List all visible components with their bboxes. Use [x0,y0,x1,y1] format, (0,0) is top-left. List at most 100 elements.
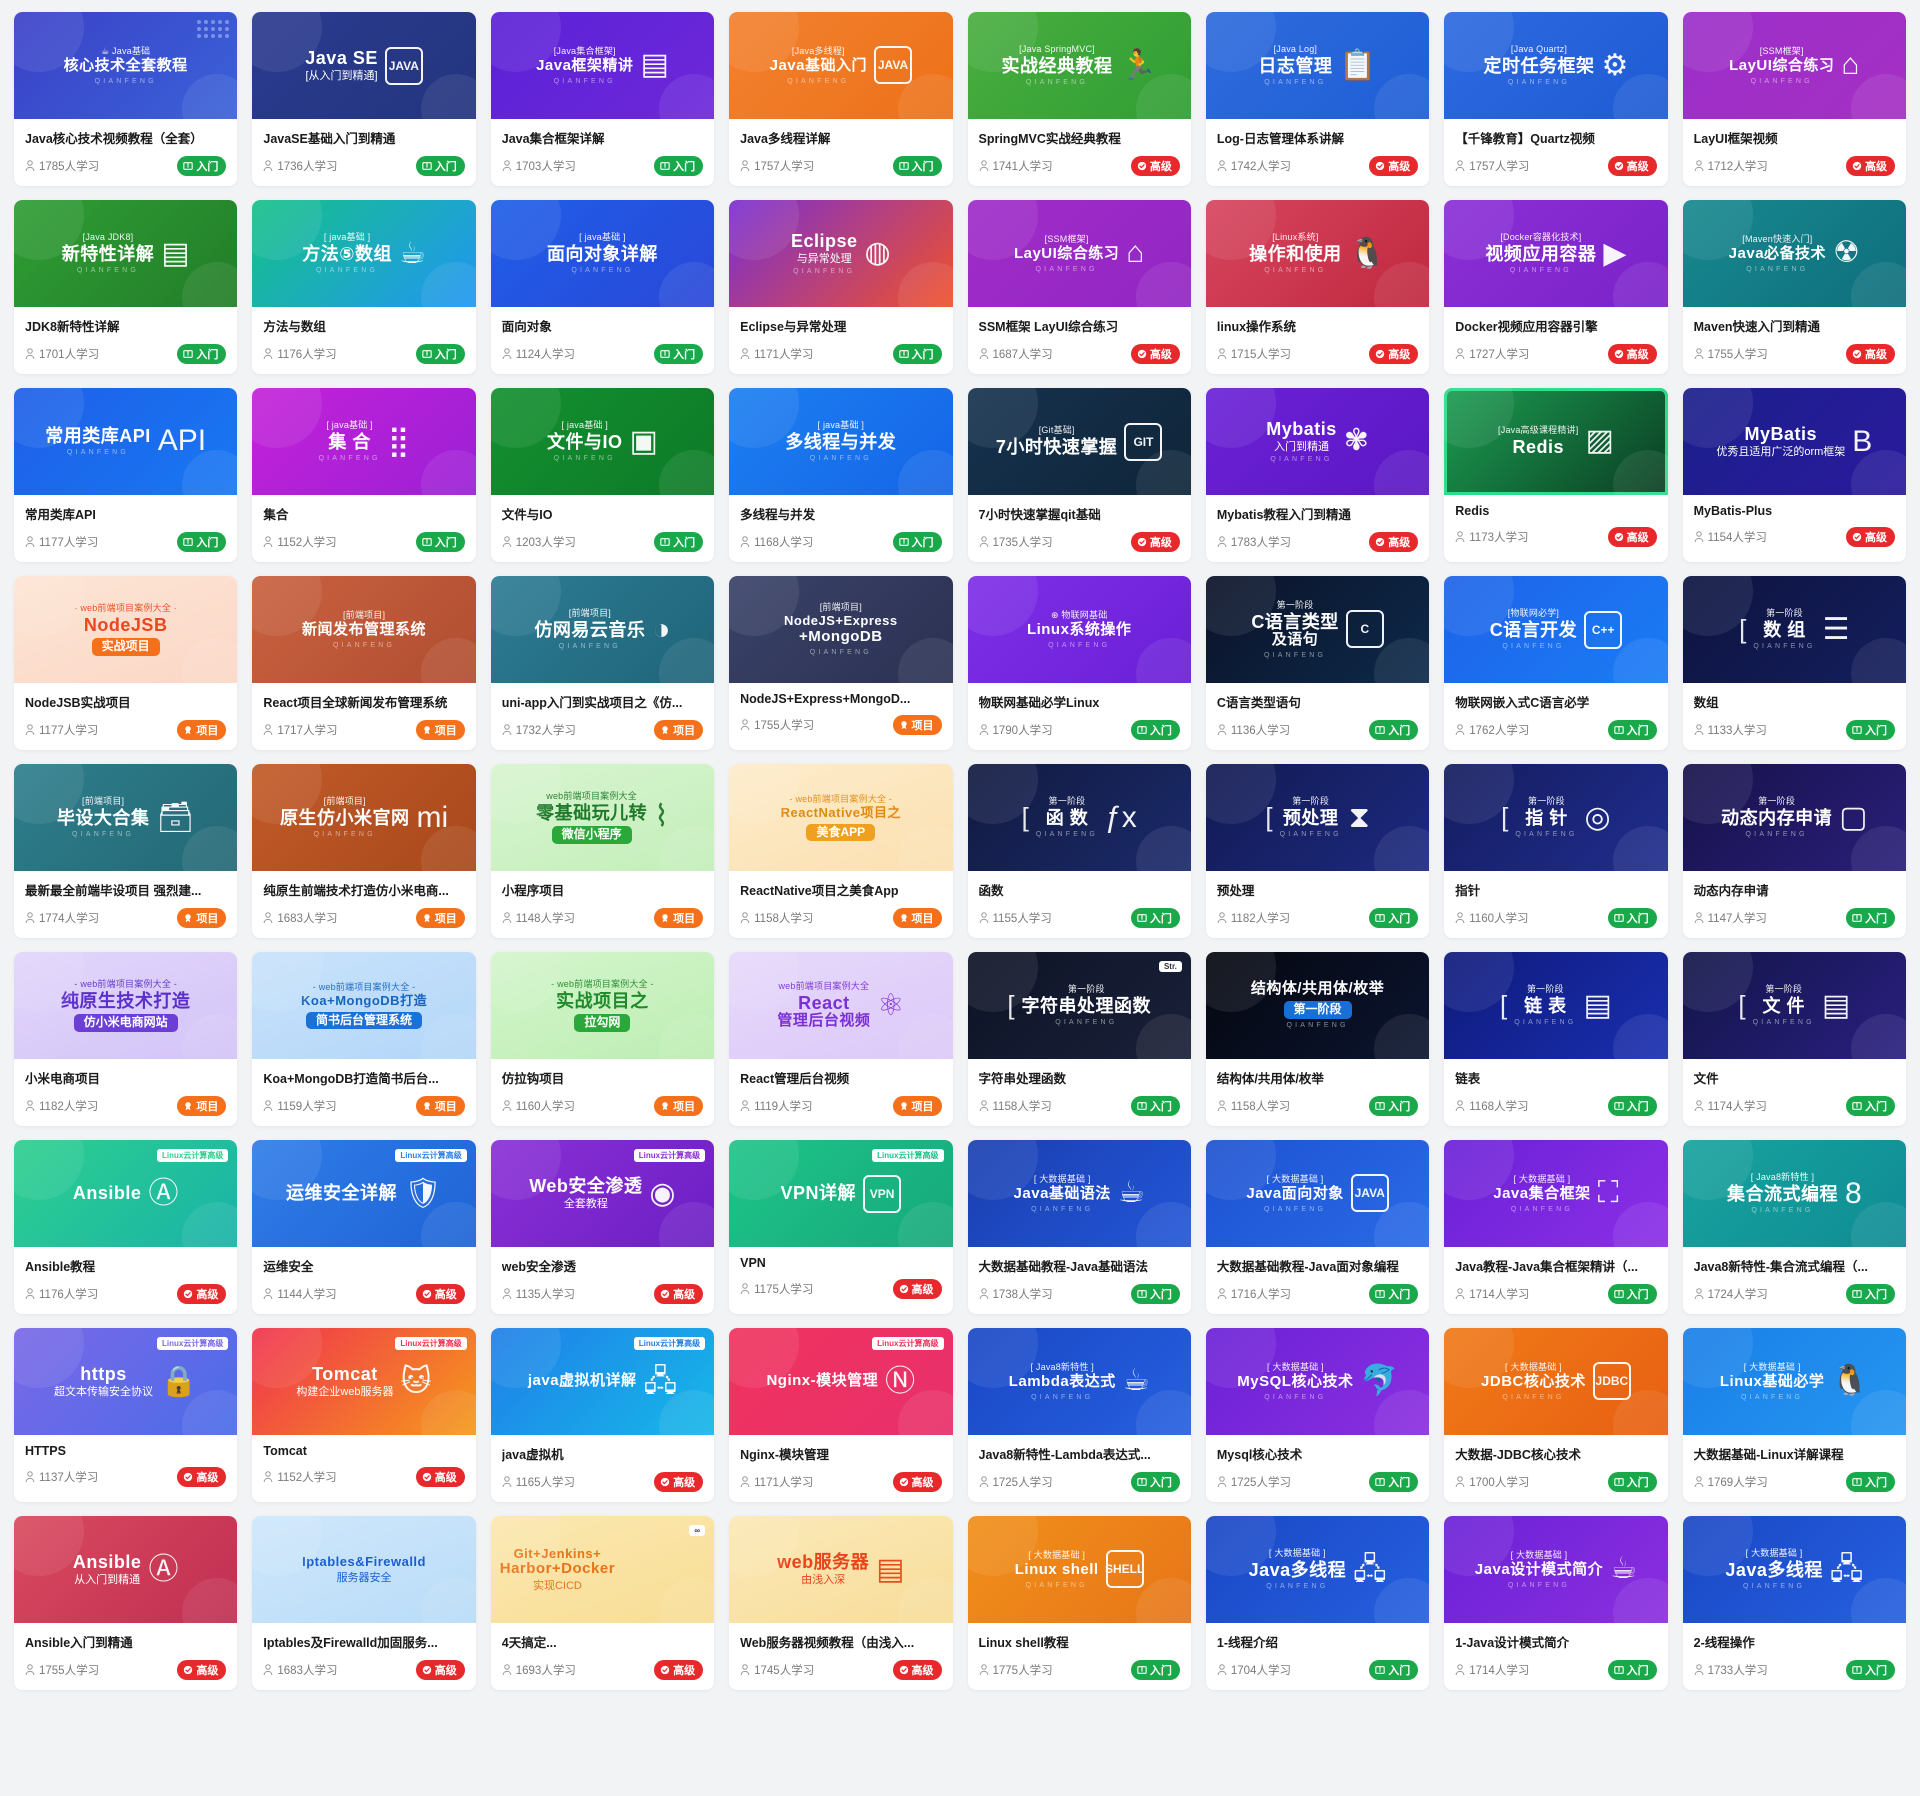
level-badge[interactable]: 入门 [177,156,227,176]
course-title[interactable]: Java8新特性-集合流式编程（... [1693,1260,1868,1274]
course-card[interactable]: [ 大数据基础 ] Java设计模式简介 QIANFENG ☕ 1-Java设计模式简介… [1444,1516,1668,1690]
course-cover[interactable]: [SSM框架] LayUI综合练习 QIANFENG ⌂ [967,200,1191,307]
course-card[interactable]: Linux云计算高级 Tomcat 构建企业web服务器 🐱 Tomcat 1152人学习… [252,1328,476,1502]
level-badge[interactable]: 入门 [415,344,465,364]
course-card[interactable]: Linux云计算高级 Nginx-模块管理 Ⓝ Nginx-模块管理 1171人学习 高级 [729,1328,953,1502]
course-title[interactable]: SSM框架 LayUI综合练习 [978,320,1119,334]
course-cover[interactable]: [第一阶段文 件 QIANFENG ▤ [1682,952,1906,1059]
course-title[interactable]: MyBatis-Plus [1693,504,1773,518]
course-cover[interactable]: [ java基础 ] 集 合 QIANFENG ⣿ [252,388,476,495]
course-card[interactable]: [第一阶段链 表 QIANFENG ▤ 链表 1168人学习 入门 [1444,952,1668,1126]
course-title[interactable]: VPN [740,1256,766,1270]
level-badge[interactable]: 项目 [415,720,465,740]
level-badge[interactable]: 入门 [177,344,227,364]
course-cover[interactable]: web前端项目案例大全 React 管理后台视频 ⚛ [729,952,953,1059]
course-card[interactable]: Str. [第一阶段 字符串处理函数 QIANFENG 字符串处理函数 1158人学习 入门 [967,952,1191,1126]
level-badge[interactable]: 入门 [1607,1096,1657,1116]
course-cover[interactable]: Ansible 从入门到精通 Ⓐ [14,1516,238,1623]
course-title[interactable]: 数组 [1693,696,1719,710]
level-badge[interactable]: 项目 [892,715,942,735]
course-cover[interactable]: ☕ Java基础 核心技术全套教程 QIANFENG [14,12,238,119]
course-title[interactable]: Ansible入门到精通 [25,1636,133,1650]
course-card[interactable]: [Docker容器化技术] 视频应用容器 QIANFENG ▶ Docker视频应用容器… [1444,200,1668,374]
course-cover[interactable]: [Java JDK8] 新特性详解 QIANFENG ▤ [14,200,238,307]
course-cover[interactable]: [ 大数据基础 ] Java基础语法 QIANFENG ☕ [967,1140,1191,1247]
course-title[interactable]: LayUI框架视频 [1693,132,1778,146]
course-cover[interactable]: 常用类库API QIANFENG API [14,388,238,495]
course-card[interactable]: Ansible 从入门到精通 Ⓐ Ansible入门到精通 1755人学习 高级 [14,1516,238,1690]
course-card[interactable]: [Maven快速入门] Java必备技术 QIANFENG ☢ Maven快速入门到精通… [1682,200,1906,374]
course-cover[interactable]: [前端项目] NodeJS+Express +MongoDB QIANFENG [729,576,953,683]
course-title[interactable]: Mybatis教程入门到精通 [1216,508,1351,522]
level-badge[interactable]: 项目 [892,1096,942,1116]
level-badge[interactable]: 入门 [1846,1284,1895,1304]
level-badge[interactable]: 入门 [1607,1660,1657,1680]
course-cover[interactable]: - web前端项目案例大全 - 实战项目之 拉勾网 [490,952,715,1059]
course-title[interactable]: 动态内存申请 [1693,884,1769,898]
course-cover[interactable]: Java SE [从入门到精通] JAVA [252,12,476,119]
course-cover[interactable]: Eclipse 与异常处理 QIANFENG ◍ [729,200,953,307]
course-card[interactable]: [ java基础 ] 集 合 QIANFENG ⣿ 集合 1152人学习 入门 [252,388,476,562]
course-title[interactable]: 物联网嵌入式C语言必学 [1455,696,1590,710]
course-cover[interactable]: [Linux系统] 操作和使用 QIANFENG 🐧 [1205,200,1430,307]
level-badge[interactable]: 高级 [415,1660,465,1680]
course-card[interactable]: Mybatis 入门到精通 QIANFENG ✾ Mybatis教程入门到精通 1783人… [1205,388,1430,562]
course-cover[interactable]: [第一阶段 预处理 QIANFENG ⧗ [1205,764,1430,871]
course-card[interactable]: 结构体/共用体/枚举 第一阶段 QIANFENG 结构体/共用体/枚举 1158人学习入… [1205,952,1430,1126]
level-badge[interactable]: 高级 [1846,527,1895,547]
course-card[interactable]: ⊕ 物联网基础 Linux系统操作 QIANFENG 物联网基础必学Linux 1790… [967,576,1191,750]
course-cover[interactable]: - web前端项目案例大全 - ReactNative项目之 美食APP [729,764,953,871]
course-cover[interactable]: ∞ Git+Jenkins+ Harbor+Docker 实现CICD [490,1516,715,1623]
level-badge[interactable]: 高级 [892,1279,942,1299]
course-cover[interactable]: MyBatis 优秀且适用广泛的orm框架 B [1682,388,1906,495]
level-badge[interactable]: 项目 [415,1096,465,1116]
level-badge[interactable]: 高级 [1369,532,1419,552]
level-badge[interactable]: 高级 [415,1284,465,1304]
course-cover[interactable]: [Java高级课程精讲] Redis ▨ [1444,388,1668,495]
level-badge[interactable]: 入门 [1369,1660,1419,1680]
course-card[interactable]: [第一阶段文 件 QIANFENG ▤ 文件 1174人学习 入门 [1682,952,1906,1126]
level-badge[interactable]: 入门 [1607,720,1657,740]
level-badge[interactable]: 高级 [1369,344,1419,364]
course-title[interactable]: NodeJSB实战项目 [25,696,131,710]
course-title[interactable]: 1-线程介绍 [1216,1636,1278,1650]
course-cover[interactable]: [Java SpringMVC] 实战经典教程 QIANFENG 🏃 [967,12,1191,119]
level-badge[interactable]: 入门 [1369,908,1419,928]
course-card[interactable]: Java SE [从入门到精通] JAVA JavaSE基础入门到精通 1736人学习入… [252,12,476,186]
course-card[interactable]: [ 大数据基础 ] Linux基础必学 QIANFENG 🐧 大数据基础-Linux详解… [1682,1328,1906,1502]
course-cover[interactable]: [ 大数据基础 ] MySQL核心技术 QIANFENG 🐬 [1205,1328,1430,1435]
course-cover[interactable]: [ 大数据基础 ] Java面向对象 QIANFENG JAVA [1205,1140,1430,1247]
course-card[interactable]: [SSM框架] LayUI综合练习 QIANFENG ⌂ LayUI框架视频 1712人学… [1682,12,1906,186]
course-card[interactable]: · web前端项目案例大全 · NodeJSB 实战项目 NodeJSB实战项目 117… [14,576,238,750]
level-badge[interactable]: 高级 [1369,156,1419,176]
course-card[interactable]: ∞ Git+Jenkins+ Harbor+Docker 实现CICD 4天搞定... 1… [490,1516,715,1690]
course-card[interactable]: web前端项目案例大全 React 管理后台视频 ⚛ React管理后台视频 1119人学… [729,952,953,1126]
course-title[interactable]: 纯原生前端技术打造仿小米电商... [263,884,449,898]
course-cover[interactable]: Str. [第一阶段 字符串处理函数 QIANFENG [967,952,1191,1059]
course-card[interactable]: [ java基础 ] 面向对象详解 QIANFENG 面向对象 1124人学习 入门 [490,200,715,374]
course-cover[interactable]: [ java基础 ] 方法⑤数组 QIANFENG ☕ [252,200,476,307]
course-title[interactable]: Ansible教程 [25,1260,96,1274]
level-badge[interactable]: 入门 [1607,908,1657,928]
course-card[interactable]: [前端项目] 新闻发布管理系统 QIANFENG React项目全球新闻发布管理系统 1… [252,576,476,750]
course-title[interactable]: Koa+MongoDB打造简书后台... [263,1072,439,1086]
course-title[interactable]: Eclipse与异常处理 [740,320,847,334]
course-title[interactable]: JDK8新特性详解 [25,320,120,334]
course-cover[interactable]: [物联网必学] C语言开发 QIANFENG C++ [1444,576,1668,683]
level-badge[interactable]: 高级 [1130,532,1180,552]
course-title[interactable]: HTTPS [25,1444,66,1458]
course-cover[interactable]: [ 大数据基础 ] Java多线程 QIANFENG 🖧 [1682,1516,1906,1623]
level-badge[interactable]: 入门 [892,344,942,364]
course-cover[interactable]: [ Java8新特性 ] 集合流式编程 QIANFENG 8 [1682,1140,1906,1247]
course-cover[interactable]: Linux云计算高级 Nginx-模块管理 Ⓝ [729,1328,953,1435]
course-card[interactable]: Iptables&Firewalld 服务器安全 Iptables及Firewall… [252,1516,476,1690]
level-badge[interactable]: 入门 [1130,720,1180,740]
course-cover[interactable]: Linux云计算高级 VPN详解 VPN [729,1140,953,1247]
course-cover[interactable]: Linux云计算高级 Web安全渗透 全套教程 ◉ [490,1140,715,1247]
course-card[interactable]: [第一阶段数 组 QIANFENG ☰ 数组 1133人学习 入门 [1682,576,1906,750]
course-cover[interactable]: [第一阶段函 数 QIANFENG ƒx [967,764,1191,871]
level-badge[interactable]: 项目 [415,908,465,928]
level-badge[interactable]: 入门 [1130,1284,1180,1304]
course-cover[interactable]: [第一阶段链 表 QIANFENG ▤ [1444,952,1668,1059]
course-title[interactable]: 最新最全前端毕设项目 强烈建... [25,884,202,898]
